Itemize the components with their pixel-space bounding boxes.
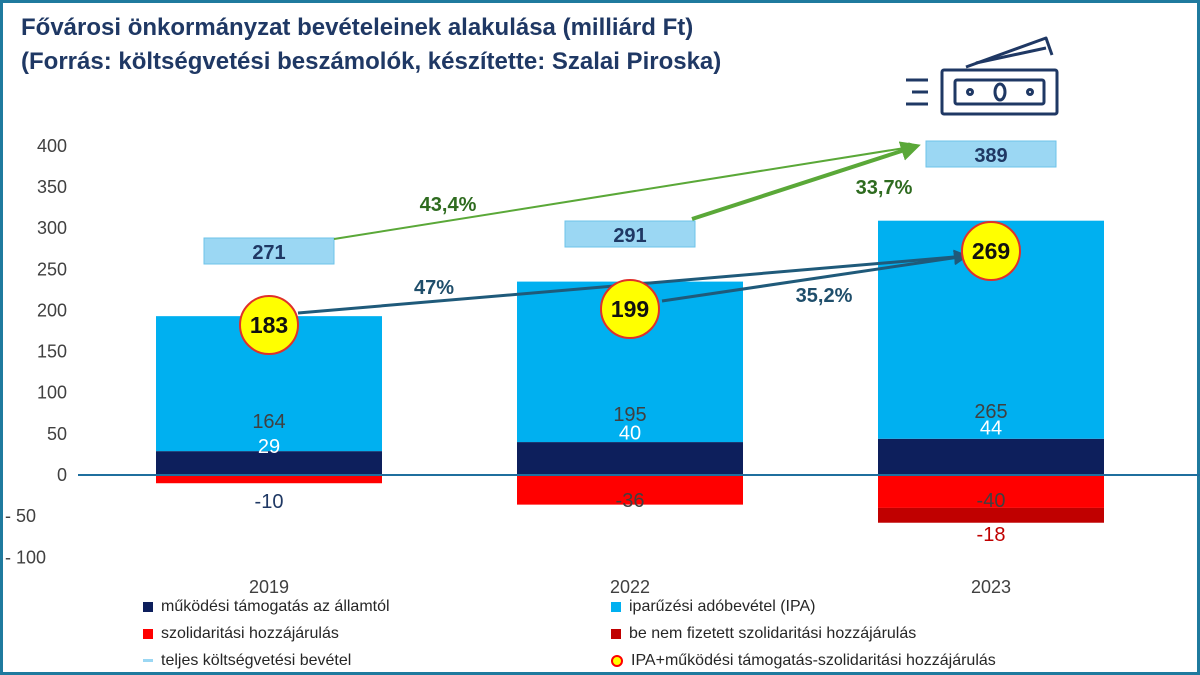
y-tick-label: 100 (37, 383, 67, 403)
legend-swatch-ipa (611, 601, 621, 612)
legend-item-teljes: teljes költségvetési bevétel (143, 651, 351, 671)
y-tick-label: - 100 (5, 547, 46, 567)
x-axis: 2019 2022 2023 (249, 577, 1011, 597)
bar-allami (517, 442, 743, 475)
total-label: 389 (974, 145, 1007, 167)
bar-allami (878, 438, 1104, 475)
label-be-nem-fizetett: -18 (977, 524, 1006, 546)
y-tick-label: 150 (37, 342, 67, 362)
total-label: 271 (252, 242, 285, 264)
label-szolidaritasi: -36 (616, 490, 645, 512)
net-value-circles: 183 199 269 (239, 221, 1021, 355)
green-arrow-2019-2023 (333, 142, 919, 240)
label-szolidaritasi: -10 (255, 491, 284, 513)
growth-label: 43,4% (420, 194, 477, 216)
total-label: 291 (613, 225, 646, 247)
y-tick-label: 200 (37, 300, 67, 320)
chart-title: Fővárosi önkormányzat bevételeinek alaku… (21, 11, 721, 79)
net-label: 199 (611, 296, 649, 322)
bar-szolidaritasi (517, 475, 743, 505)
y-tick-label: 400 (37, 136, 67, 156)
label-ipa: 265 (974, 401, 1007, 423)
net-circle (600, 279, 660, 339)
money-bill-icon (906, 36, 1059, 116)
legend-item-ipa: iparűzési adóbevétel (IPA) (611, 597, 815, 617)
growth-label: 35,2% (796, 285, 853, 307)
legend-item-net: IPA+működési támogatás-szolidaritási hoz… (611, 651, 996, 671)
legend-label-be-nem-fizetett: be nem fizetett szolidaritási hozzájárul… (629, 625, 917, 642)
net-circle (961, 221, 1021, 281)
y-tick-label: 350 (37, 177, 67, 197)
title-line-2: (Forrás: költségvetési beszámolók, készí… (21, 48, 722, 75)
x-category-label: 2023 (971, 577, 1011, 597)
legend-item-szolidaritasi: szolidaritási hozzájárulás (143, 624, 339, 644)
net-label: 269 (972, 238, 1010, 264)
total-revenue-boxes: 271 291 389 (203, 140, 1057, 265)
legend-item-be-nem-fizetett: be nem fizetett szolidaritási hozzájárul… (611, 624, 916, 644)
bar-allami (156, 451, 382, 475)
x-category-label: 2022 (610, 577, 650, 597)
y-axis: 400 350 300 250 200 150 100 50 0 - 50 - 100 (5, 136, 67, 567)
legend-item-allami: működési támogatás az államtól (143, 597, 390, 617)
y-tick-label: 300 (37, 218, 67, 238)
green-arrow-2022-2023 (691, 141, 921, 221)
legend-label-allami: működési támogatás az államtól (161, 598, 390, 615)
label-ipa: 195 (613, 404, 646, 426)
blue-arrow-2022-2023 (661, 250, 969, 303)
legend-swatch-be-nem-fizetett (611, 628, 621, 639)
label-ipa: 164 (252, 411, 285, 433)
net-label: 183 (250, 312, 288, 338)
bar-szolidaritasi (878, 475, 1104, 508)
legend-swatch-szolidaritasi (143, 628, 153, 639)
legend-label-net: IPA+működési támogatás-szolidaritási hoz… (631, 652, 996, 669)
bars (156, 220, 1104, 523)
label-allami: 40 (619, 423, 641, 445)
legend-swatch-teljes (143, 659, 153, 663)
legend-label-ipa: iparűzési adóbevétel (IPA) (629, 598, 816, 615)
bar-szolidaritasi (156, 475, 382, 484)
label-allami: 29 (258, 436, 280, 458)
legend-swatch-allami (143, 601, 153, 612)
x-category-label: 2019 (249, 577, 289, 597)
legend-swatch-net (611, 654, 623, 667)
growth-label: 33,7% (856, 177, 913, 199)
y-tick-label: 0 (57, 465, 67, 485)
label-szolidaritasi: -40 (977, 490, 1006, 512)
label-allami: 44 (980, 418, 1002, 440)
y-tick-label: 250 (37, 259, 67, 279)
legend-label-szolidaritasi: szolidaritási hozzájárulás (161, 625, 339, 642)
legend-label-teljes: teljes költségvetési bevétel (161, 652, 352, 669)
total-box (564, 220, 696, 248)
growth-label: 47% (414, 277, 454, 299)
y-tick-label: 50 (47, 424, 67, 444)
total-box (203, 237, 335, 265)
y-tick-label: - 50 (5, 506, 36, 526)
net-circle (239, 295, 299, 355)
title-line-1: Fővárosi önkormányzat bevételeinek alaku… (21, 14, 694, 41)
total-box (925, 140, 1057, 168)
bar-be-nem-fizetett (878, 507, 1104, 523)
